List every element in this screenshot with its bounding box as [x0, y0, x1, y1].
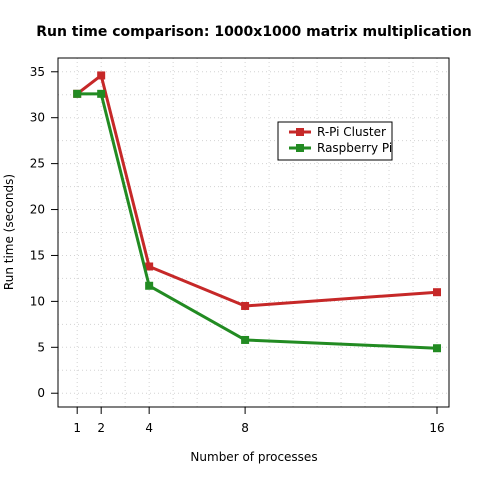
y-axis-label: Run time (seconds): [2, 174, 16, 290]
data-point-raspberry-pi: [73, 89, 82, 98]
x-axis: 1 2 4 8 16: [73, 406, 445, 435]
grid: [58, 58, 449, 407]
y-tick-label: 25: [30, 157, 45, 171]
chart-title: Run time comparison: 1000x1000 matrix mu…: [36, 24, 472, 40]
legend-label-r-pi-cluster: R-Pi Cluster: [317, 125, 386, 139]
data-point-raspberry-pi: [145, 281, 154, 290]
y-tick-label: 30: [30, 111, 45, 125]
series-line-r-pi-cluster: [76, 73, 438, 308]
data-point-r-pi-cluster: [97, 71, 106, 80]
y-tick-label: 5: [37, 340, 45, 354]
data-point-raspberry-pi: [241, 335, 250, 344]
y-axis: 0 5 10 15 20 25 30 35: [30, 65, 59, 400]
y-tick-label: 20: [30, 203, 45, 217]
legend-marker-raspberry-pi: [296, 144, 304, 152]
legend: R-Pi Cluster Raspberry Pi: [277, 121, 393, 161]
legend-marker-r-pi-cluster: [296, 128, 304, 136]
y-tick-label: 35: [30, 65, 45, 79]
x-tick-label: 8: [241, 421, 249, 435]
series-layer: [73, 71, 442, 353]
y-tick-label: 0: [37, 386, 45, 400]
data-point-raspberry-pi: [97, 89, 106, 98]
legend-label-raspberry-pi: Raspberry Pi: [317, 141, 392, 155]
x-tick-label: 2: [97, 421, 105, 435]
data-point-r-pi-cluster: [433, 288, 442, 297]
x-tick-label: 4: [145, 421, 153, 435]
x-axis-label: Number of processes: [190, 450, 317, 464]
x-tick-label: 16: [429, 421, 444, 435]
data-point-r-pi-cluster: [145, 262, 154, 271]
data-point-r-pi-cluster: [241, 301, 250, 310]
y-tick-label: 10: [30, 294, 45, 308]
y-tick-label: 15: [30, 248, 45, 262]
x-tick-label: 1: [73, 421, 81, 435]
data-point-raspberry-pi: [433, 344, 442, 353]
